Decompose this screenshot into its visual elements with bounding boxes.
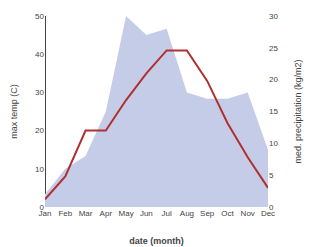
svg-text:10: 10 [269, 139, 278, 148]
svg-text:max temp (C): max temp (C) [9, 84, 19, 139]
svg-text:date (month): date (month) [129, 236, 184, 246]
svg-text:30: 30 [269, 12, 278, 21]
svg-text:30: 30 [35, 88, 44, 97]
svg-text:20: 20 [35, 126, 44, 135]
svg-text:Oct: Oct [221, 209, 234, 218]
svg-text:med. precipitation (kg/m2): med. precipitation (kg/m2) [293, 59, 303, 163]
svg-text:20: 20 [269, 75, 278, 84]
svg-text:May: May [119, 209, 134, 218]
svg-text:5: 5 [269, 171, 274, 180]
svg-text:0: 0 [269, 203, 274, 212]
svg-text:15: 15 [269, 107, 278, 116]
svg-text:Jun: Jun [140, 209, 153, 218]
svg-text:Sep: Sep [200, 209, 215, 218]
svg-text:0: 0 [40, 203, 45, 212]
svg-text:Nov: Nov [241, 209, 255, 218]
svg-text:Feb: Feb [58, 209, 72, 218]
svg-text:Aug: Aug [180, 209, 194, 218]
svg-text:Jul: Jul [162, 209, 172, 218]
svg-text:10: 10 [35, 165, 44, 174]
svg-text:Mar: Mar [79, 209, 93, 218]
svg-text:25: 25 [269, 44, 278, 53]
svg-text:50: 50 [35, 12, 44, 21]
svg-text:Jan: Jan [39, 209, 52, 218]
svg-text:Dec: Dec [261, 209, 275, 218]
svg-text:40: 40 [35, 50, 44, 59]
svg-text:Apr: Apr [100, 209, 113, 218]
